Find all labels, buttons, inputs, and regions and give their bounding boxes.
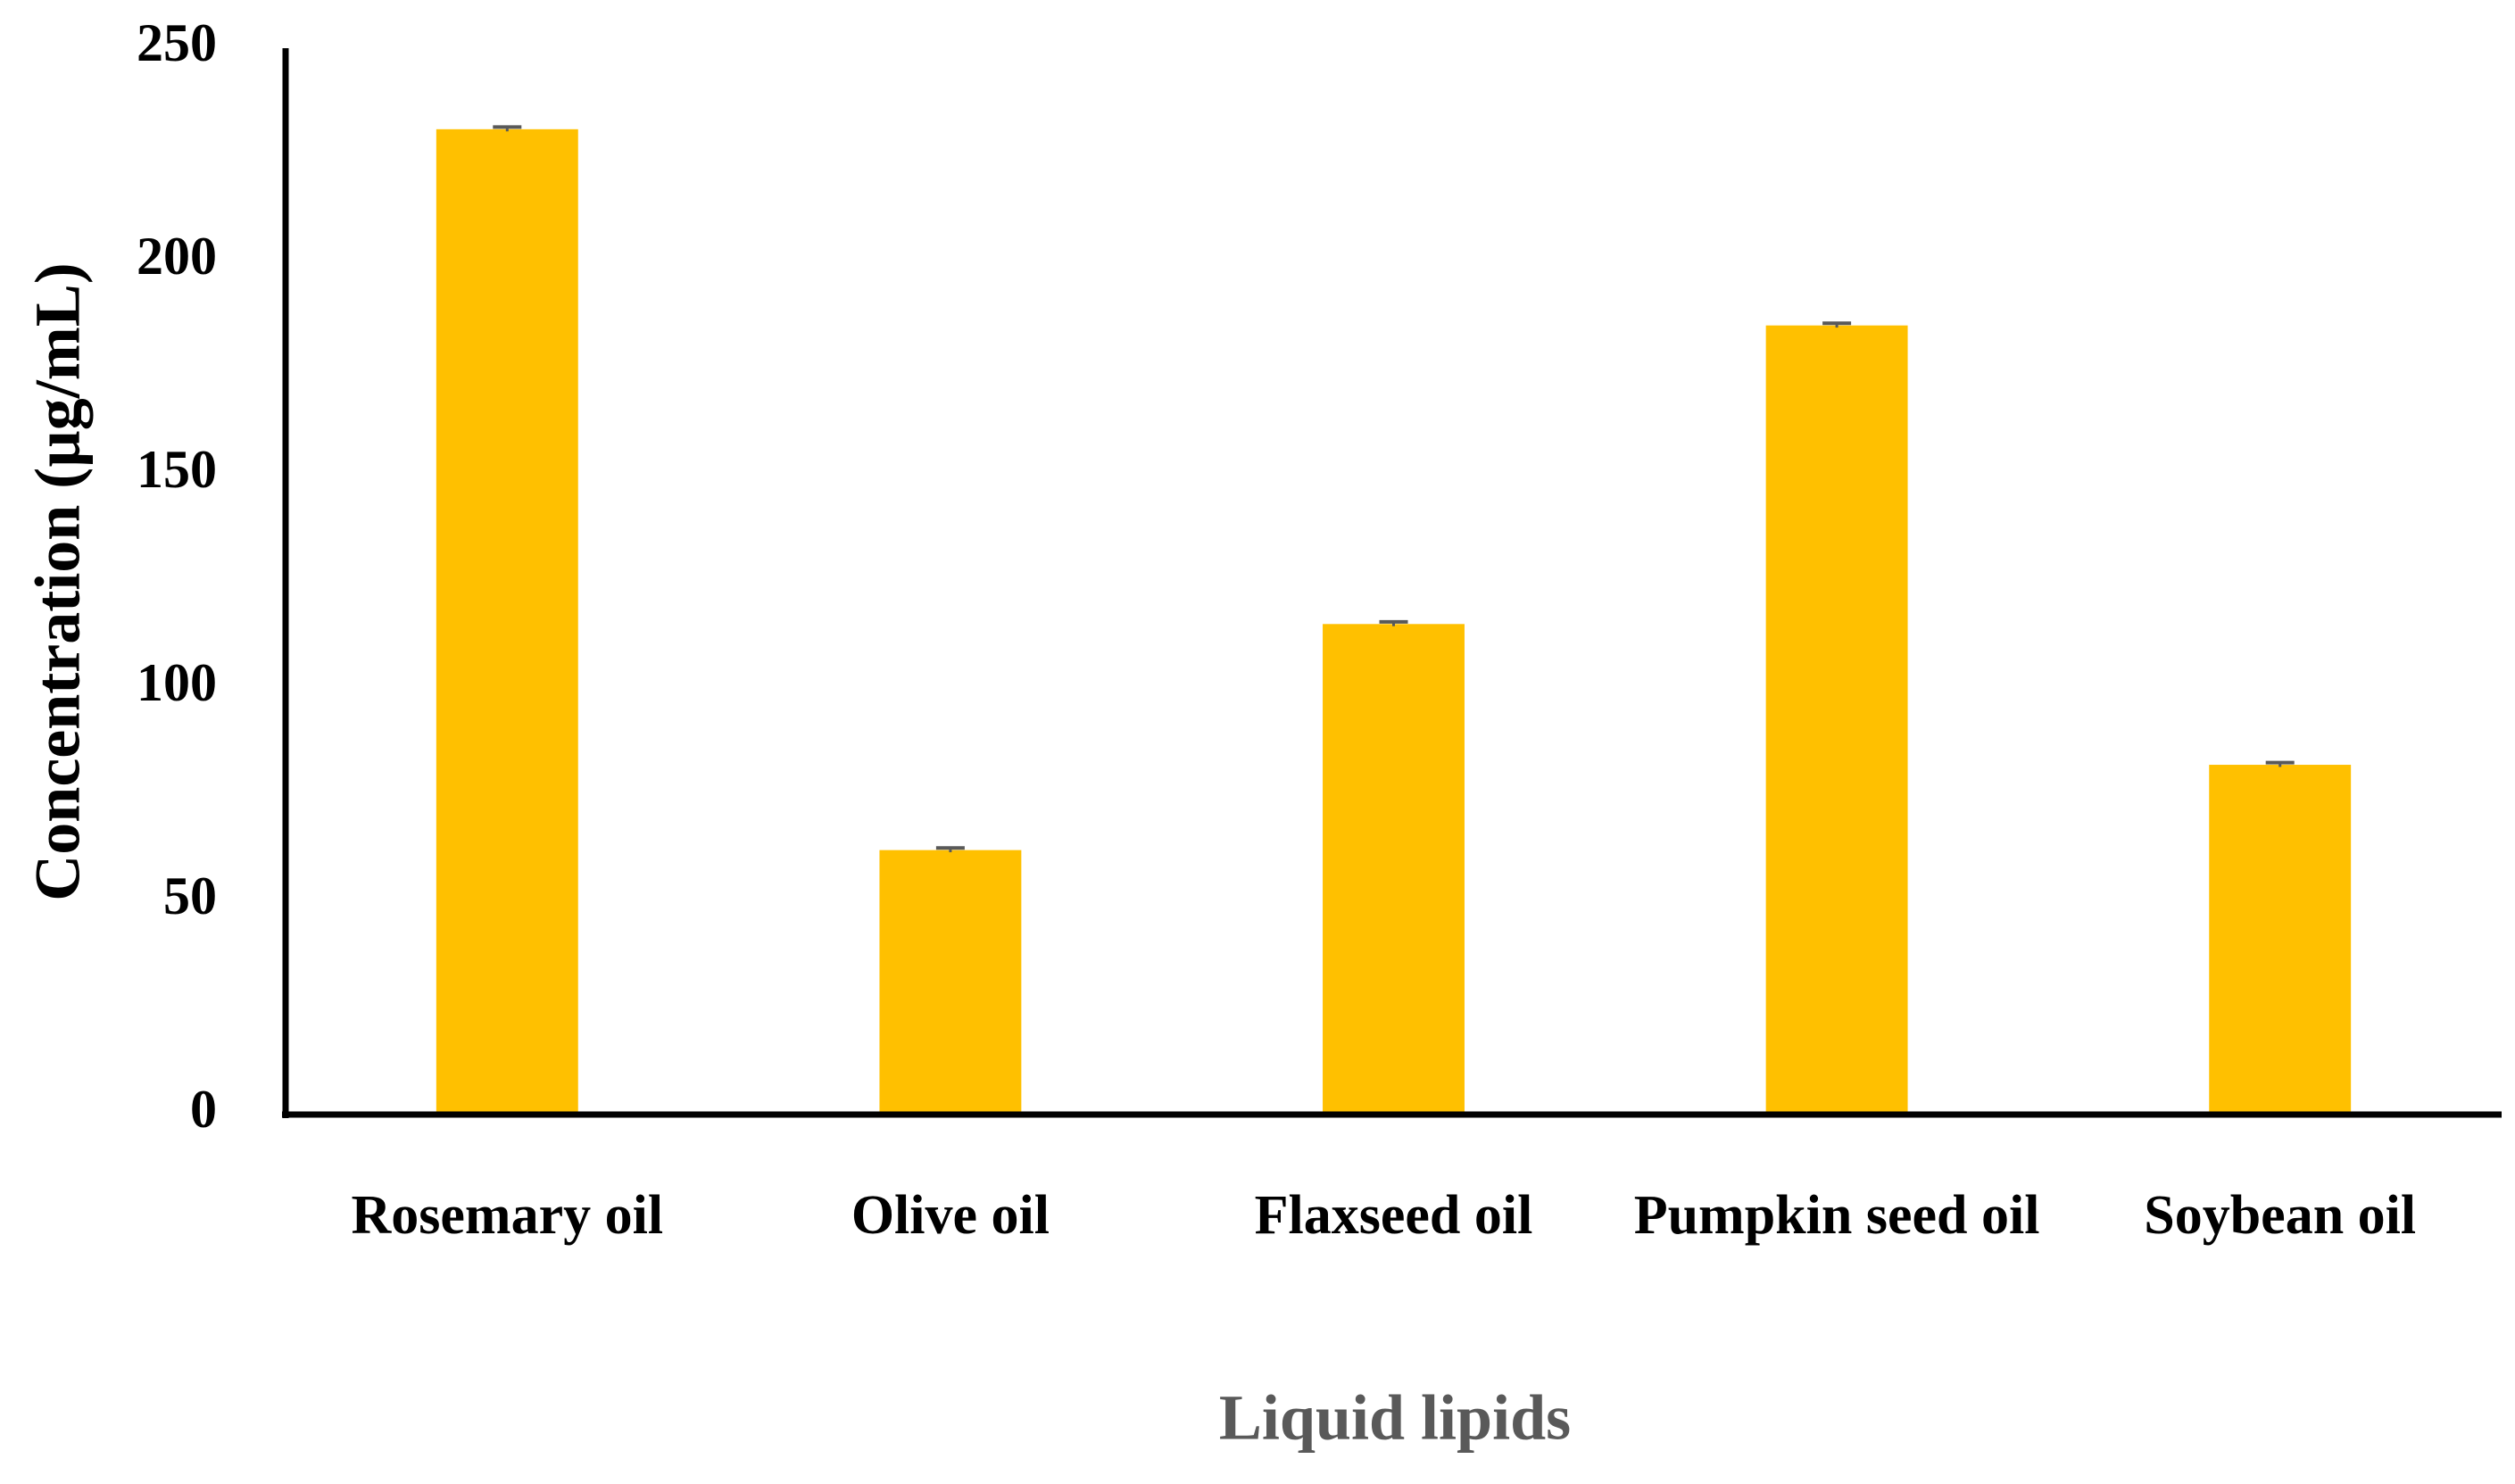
- bar: [436, 129, 578, 1115]
- bar: [2209, 765, 2352, 1115]
- x-tick-label: Rosemary oil: [351, 1185, 664, 1246]
- y-axis-title: Concentration (µg/mL): [22, 262, 94, 900]
- x-axis-title: Liquid lipids: [1219, 1382, 1571, 1454]
- x-tick-label: Olive oil: [851, 1185, 1050, 1246]
- bar: [1765, 325, 1908, 1115]
- y-tick-label: 0: [190, 1080, 217, 1139]
- y-tick-label: 150: [137, 440, 217, 499]
- bar: [1323, 624, 1465, 1115]
- y-tick-label: 100: [137, 653, 217, 712]
- bar: [879, 850, 1022, 1115]
- x-tick-label: Flaxseed oil: [1254, 1185, 1533, 1246]
- x-tick-label: Soybean oil: [2144, 1185, 2417, 1246]
- y-tick-label: 50: [163, 866, 217, 925]
- x-tick-label: Pumpkin seed oil: [1633, 1185, 2040, 1246]
- y-tick-label: 200: [137, 227, 217, 286]
- y-tick-label: 250: [137, 13, 217, 72]
